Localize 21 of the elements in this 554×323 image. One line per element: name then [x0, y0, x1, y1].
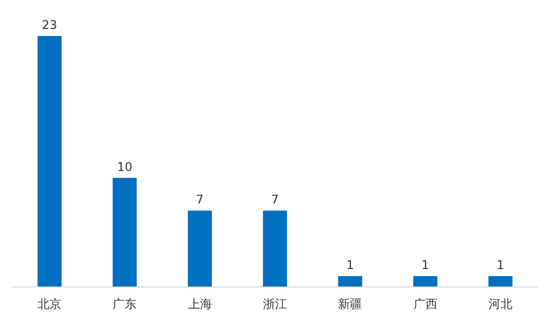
x-tick-label: 广西 — [413, 297, 438, 311]
data-label: 23 — [42, 18, 58, 32]
data-label: 10 — [117, 160, 132, 174]
data-label: 1 — [346, 258, 354, 272]
bar — [112, 178, 137, 287]
data-label: 7 — [271, 192, 279, 207]
x-tick-label: 河北 — [488, 297, 512, 311]
data-label: 1 — [421, 258, 430, 272]
bar — [262, 210, 288, 287]
x-tick-label: 浙江 — [263, 297, 287, 311]
bar — [413, 276, 438, 287]
x-tick-label: 上海 — [188, 297, 212, 311]
data-label: 1 — [496, 258, 504, 272]
bar — [38, 36, 62, 287]
bar — [188, 210, 212, 287]
bar — [338, 276, 362, 287]
bar — [488, 276, 512, 287]
x-tick-label: 新疆 — [338, 297, 362, 311]
x-tick-label: 北京 — [38, 297, 62, 311]
data-label: 7 — [196, 192, 204, 207]
x-tick-label: 广东 — [112, 297, 137, 311]
